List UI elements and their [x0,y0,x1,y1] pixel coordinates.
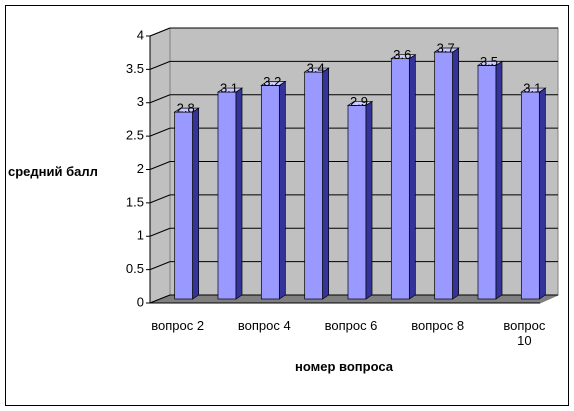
bar [174,111,194,300]
bar-side [278,80,286,300]
value-label: 3.5 [480,54,498,69]
y-tick-label: 4 [137,27,144,42]
y-tick-label: 2.5 [126,128,144,143]
bar [477,65,497,300]
y-tick-label: 2 [137,161,144,176]
grid-line [149,194,171,204]
bar-top [433,47,460,53]
bar-side [495,60,503,300]
bar-top [346,101,374,106]
bar-side [322,67,330,300]
bar-top [173,107,200,113]
bar [347,105,367,300]
y-axis-title: средний балл [8,164,98,179]
y-tick-label: 1.5 [126,194,144,209]
bar-side [235,87,243,300]
value-label: 3.7 [437,40,455,55]
bar-side [452,47,460,300]
x-axis-title: номер вопроса [295,359,393,374]
bar-top [303,67,330,73]
value-label: 3.1 [220,81,238,96]
grid-line [149,94,171,104]
grid-line [149,27,171,37]
bar [260,85,280,300]
grid-line [149,261,171,271]
grid-line [149,161,171,170]
bar-side [538,87,546,300]
bar [304,71,324,300]
bar-top [390,54,417,60]
x-tick-label: вопрос 6 [324,318,378,333]
bar [390,58,410,300]
y-tick-label: 0 [137,294,144,309]
bar-top [520,87,547,93]
grid-line [149,294,171,304]
bar [217,91,237,300]
y-tick-label: 3.5 [126,61,144,76]
bar-top [260,81,287,86]
value-label: 2.8 [177,101,195,116]
bar-top [476,61,504,66]
grid-line [149,127,171,137]
x-tick-label: вопрос 8 [411,318,465,333]
x-tick-label: вопрос 2 [151,318,205,333]
grid-line [149,227,171,237]
grid-line [149,60,171,70]
y-tick-label: 0.5 [126,261,144,276]
value-label: 3.1 [523,81,541,96]
bar [520,91,540,300]
value-label: 3.2 [263,74,281,89]
bar-side [192,107,200,300]
y-tick-label: 1 [137,228,144,243]
y-tick-label: 3 [137,94,144,109]
x-tick-label: вопрос 4 [237,318,291,333]
value-label: 3.6 [393,47,411,62]
bar-side [365,100,373,300]
value-label: 3.4 [307,60,325,75]
bar-top [216,87,244,93]
bar-side [408,54,416,300]
value-label: 2.9 [350,94,368,109]
x-tick-label: вопрос 10 [503,318,546,348]
bar [434,51,454,300]
